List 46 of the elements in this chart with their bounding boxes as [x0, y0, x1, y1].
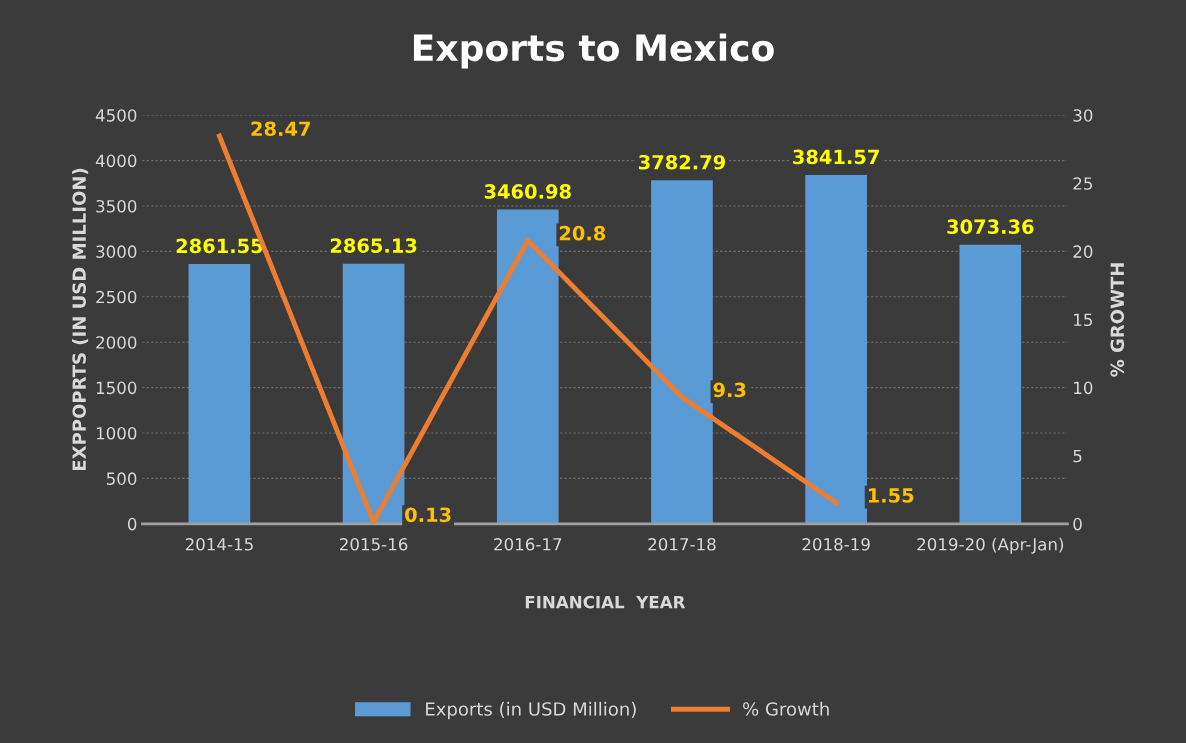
legend-label: % Growth [743, 701, 829, 716]
legend-label: Exports (in USD Million) [426, 701, 636, 720]
y-tick-label: 3500 [96, 199, 137, 213]
x-tick-label: 2014-15 [185, 538, 253, 551]
y2-tick-label: 5 [1073, 449, 1082, 463]
y-tick-label: 1500 [96, 381, 137, 395]
y-tick-label: 4500 [95, 109, 137, 122]
y-tick-label: 0 [127, 517, 137, 531]
bar [805, 174, 867, 524]
data-label: 9.3 [713, 382, 746, 398]
y2-tick-label: 15 [1074, 313, 1093, 327]
y2-tick-label: 0 [1073, 517, 1082, 531]
x-tick-label: 2017-18 [648, 538, 716, 551]
bar [651, 180, 713, 524]
bar [959, 244, 1022, 524]
data-label: 0.13 [405, 507, 451, 523]
bar [342, 263, 405, 524]
chart-title: Exports to Mexico [413, 33, 774, 69]
y-tick-label: 2500 [96, 290, 137, 304]
y-tick-label: 4000 [95, 154, 137, 168]
data-label: 28.47 [251, 121, 310, 137]
data-label: 3782.79 [638, 154, 725, 170]
y2-tick-label: 20 [1073, 245, 1093, 258]
x-tick-label: 2018-19 [802, 538, 870, 551]
y-tick-label: 3000 [96, 245, 137, 258]
bar [188, 263, 251, 524]
x-tick-label: 2015-16 [339, 538, 408, 551]
bar [496, 209, 559, 524]
data-label: 3841.57 [793, 149, 879, 165]
data-label: 20.8 [559, 225, 606, 241]
data-label: 3073.36 [947, 219, 1034, 235]
y-tick-label: 2000 [96, 336, 137, 349]
y-axis-title: EXPPOPRTS (IN USD MILLION) [72, 168, 89, 471]
y2-tick-label: 25 [1073, 177, 1093, 190]
data-label: 3460.98 [484, 184, 571, 199]
y2-tick-label: 10 [1074, 381, 1093, 395]
y2-axis-title: % GROWTH [1110, 263, 1125, 377]
x-tick-label: 2019-20 (Apr-Jan) [917, 537, 1064, 554]
x-tick-label: 2016-17 [494, 538, 562, 551]
data-label: 2861.55 [176, 238, 263, 254]
x-axis-title: FINANCIAL YEAR [525, 595, 686, 609]
y2-tick-label: 30 [1073, 109, 1093, 122]
y-tick-label: 500 [106, 472, 137, 485]
data-label: 2865.13 [330, 238, 417, 253]
data-label: 1.55 [868, 488, 914, 503]
y-tick-label: 1000 [96, 426, 137, 440]
